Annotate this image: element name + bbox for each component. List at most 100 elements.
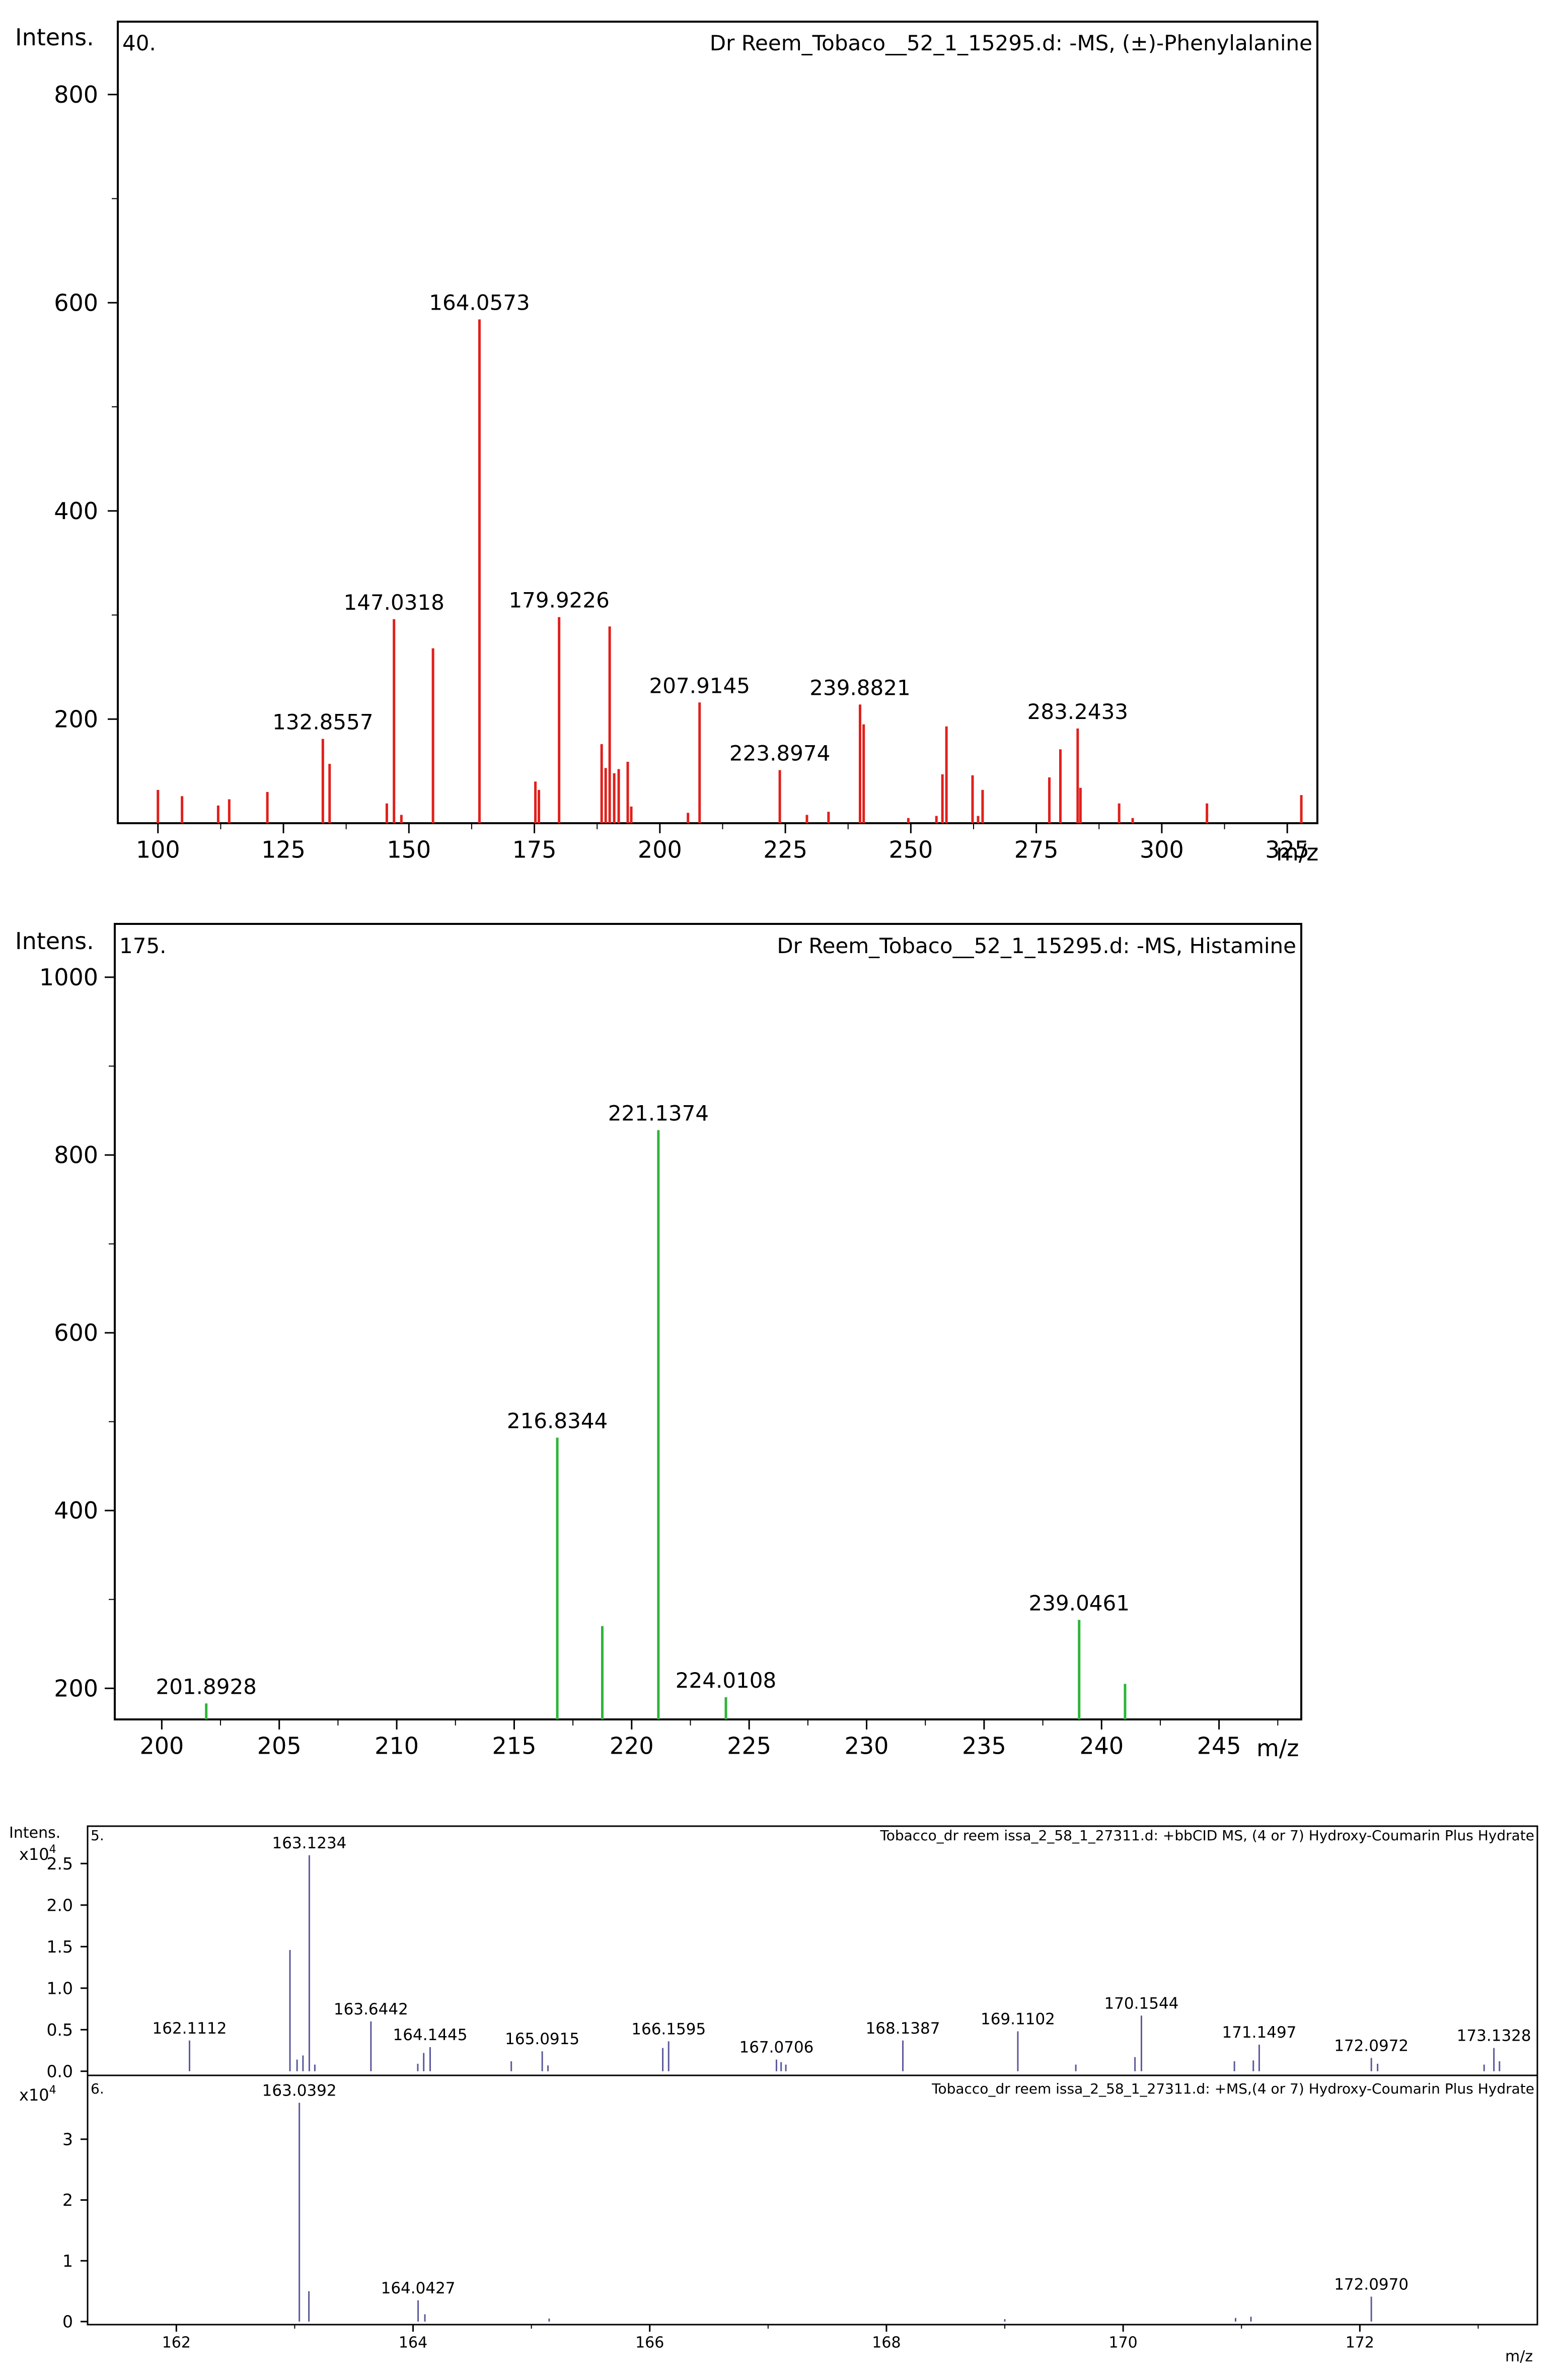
peak-label: 172.0970 — [1334, 2276, 1408, 2294]
peak-label: 171.1497 — [1222, 2024, 1296, 2042]
y-tick-label: 800 — [54, 81, 98, 108]
chart3-y-axis-label: Intens. — [9, 1824, 60, 1842]
chart-phenylalanine: Intens. 40. Dr Reem_Tobaco__52_1_15295.d… — [15, 21, 1318, 866]
x-tick-label: 168 — [872, 2334, 901, 2352]
y-tick-label: 0.5 — [47, 2020, 73, 2040]
peak-label: 164.1445 — [393, 2026, 468, 2044]
chart-bbcid-ms: Intens. x104 5. Tobacco_dr reem issa_2_5… — [9, 1824, 1538, 2081]
y-tick-label: 800 — [54, 1141, 98, 1169]
y-tick-label: 1.0 — [47, 1978, 73, 1998]
x-tick-label: 275 — [1014, 836, 1059, 863]
x-tick-label: 150 — [387, 836, 431, 863]
peak-label: 239.0461 — [1029, 1591, 1130, 1615]
x-tick-label: 175 — [512, 836, 557, 863]
x-tick-label: 300 — [1140, 836, 1184, 863]
chart2-axis-ticks: 200 400 600 800 1000 200 205 210 215 220 225 230 235… — [39, 964, 1279, 1759]
x-tick-label: 240 — [1079, 1732, 1124, 1759]
peak-label: 201.8928 — [156, 1674, 256, 1699]
peak-label: 163.0392 — [262, 2081, 337, 2100]
y-tick-label: 1 — [62, 2251, 73, 2271]
peak-label: 216.8344 — [507, 1408, 608, 1433]
chart3-y-multiplier: x104 — [19, 1843, 56, 1864]
chart1-x-axis-label: m/z — [1276, 839, 1318, 866]
x-tick-label: 230 — [845, 1732, 889, 1759]
x-tick-label: 162 — [162, 2334, 191, 2352]
chart2-x-axis-label: m/z — [1256, 1735, 1299, 1762]
chart3-compound-index: 5. — [91, 1827, 104, 1844]
chart2-title: Dr Reem_Tobaco__52_1_15295.d: -MS, Hista… — [777, 933, 1296, 958]
peak-label: 164.0573 — [429, 290, 530, 315]
chart1-title: Dr Reem_Tobaco__52_1_15295.d: -MS, (±)-P… — [710, 31, 1312, 55]
chart4-title: Tobacco_dr reem issa_2_58_1_27311.d: +MS… — [931, 2080, 1534, 2097]
peak-label: 168.1387 — [866, 2020, 940, 2038]
x-tick-label: 125 — [261, 836, 306, 863]
x-tick-label: 210 — [375, 1732, 419, 1759]
y-tick-label: 2 — [62, 2190, 73, 2210]
peak-label: 173.1328 — [1457, 2027, 1531, 2045]
peak-label: 221.1374 — [608, 1101, 709, 1126]
chart1-axis-ticks: 200 400 600 800 100 125 150 175 200 225 250 275 300 3… — [54, 81, 1309, 863]
peak-label: 283.2433 — [1027, 699, 1128, 724]
y-tick-label: 200 — [54, 1675, 98, 1702]
chart3-peaks: 162.1112 163.1234 163.6442 164.1445 165.0915… — [153, 1834, 1531, 2071]
x-tick-label: 100 — [136, 836, 180, 863]
chart4-x-axis-label: m/z — [1505, 2348, 1533, 2365]
x-tick-label: 166 — [635, 2334, 664, 2352]
peak-label: 170.1544 — [1104, 1994, 1178, 2012]
peak-label: 166.1595 — [631, 2020, 706, 2038]
y-tick-label: 2.0 — [47, 1895, 73, 1915]
peak-label: 223.8974 — [729, 741, 830, 766]
peak-label: 179.9226 — [508, 588, 609, 613]
chart2-peaks: 201.8928 216.8344 221.1374 224.0108 239.0461 — [156, 1101, 1130, 1719]
chart1-y-axis-label: Intens. — [15, 24, 94, 51]
peak-label: 163.1234 — [272, 1834, 346, 1852]
peak-label: 162.1112 — [153, 2020, 227, 2038]
x-tick-label: 245 — [1197, 1732, 1241, 1759]
peak-label: 224.0108 — [676, 1668, 776, 1693]
peak-label: 172.0972 — [1334, 2037, 1408, 2055]
peak-label: 165.0915 — [505, 2030, 579, 2048]
x-tick-label: 172 — [1346, 2334, 1374, 2352]
x-tick-label: 225 — [727, 1732, 771, 1759]
y-tick-label: 400 — [54, 497, 98, 525]
chart1-peaks: 132.8557 147.0318 164.0573 179.9226 207.9145… — [157, 290, 1303, 823]
y-tick-label: 600 — [54, 289, 98, 316]
y-tick-label: 600 — [54, 1319, 98, 1346]
chart1-compound-index: 40. — [122, 31, 156, 55]
x-tick-label: 215 — [492, 1732, 537, 1759]
chart3-title: Tobacco_dr reem issa_2_58_1_27311.d: +bb… — [879, 1827, 1534, 1844]
x-tick-label: 225 — [763, 836, 807, 863]
chart2-y-axis-label: Intens. — [15, 927, 94, 955]
peak-label: 167.0706 — [739, 2039, 813, 2057]
chart4-compound-index: 6. — [91, 2080, 104, 2097]
peak-label: 239.8821 — [809, 675, 910, 700]
y-tick-label: 1000 — [39, 964, 98, 991]
peak-label: 164.0427 — [381, 2279, 456, 2297]
y-tick-label: 200 — [54, 705, 98, 733]
peak-label: 169.1102 — [981, 2010, 1055, 2029]
chart-histamine: Intens. 175. Dr Reem_Tobaco__52_1_15295.… — [15, 923, 1302, 1762]
chart-plus-ms: x104 6. Tobacco_dr reem issa_2_58_1_2731… — [19, 2074, 1538, 2365]
y-tick-label: 2.5 — [47, 1854, 73, 1873]
x-tick-label: 205 — [257, 1732, 302, 1759]
chart2-compound-index: 175. — [119, 933, 167, 958]
y-tick-label: 400 — [54, 1497, 98, 1524]
chart4-axis-ticks: 0 1 2 3 162 164 166 168 170 172 — [62, 2129, 1479, 2352]
chart3-axis-ticks: 0.0 0.5 1.0 1.5 2.0 2.5 — [47, 1854, 88, 2081]
y-tick-label: 0.0 — [47, 2061, 73, 2081]
y-tick-label: 3 — [62, 2129, 73, 2149]
x-tick-label: 235 — [962, 1732, 1006, 1759]
x-tick-label: 200 — [139, 1732, 184, 1759]
chart1-frame — [117, 21, 1318, 824]
chart4-peaks: 163.0392 164.0427 172.0970 — [262, 2081, 1408, 2322]
chart2-frame — [114, 923, 1302, 1720]
x-tick-label: 250 — [888, 836, 933, 863]
peak-label: 147.0318 — [344, 590, 444, 615]
x-tick-label: 220 — [610, 1732, 654, 1759]
y-tick-label: 1.5 — [47, 1937, 73, 1957]
y-tick-label: 0 — [62, 2312, 73, 2332]
x-tick-label: 164 — [399, 2334, 427, 2352]
peak-label: 163.6442 — [334, 2000, 408, 2018]
